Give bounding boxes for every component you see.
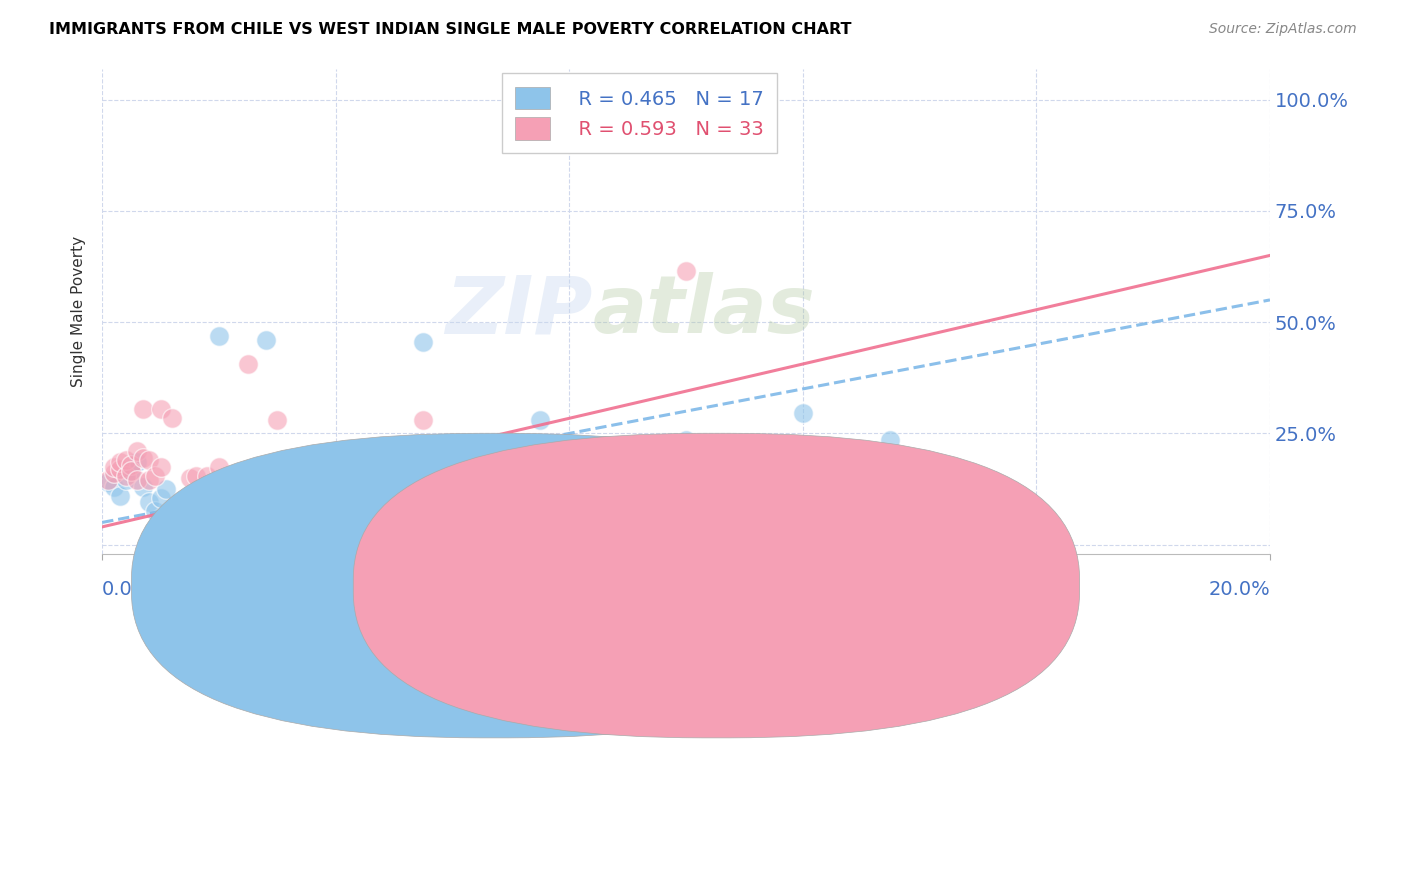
Point: [675, 433, 697, 447]
Point: [127, 444, 149, 458]
Text: Immigrants from Chile: Immigrants from Chile: [451, 580, 652, 599]
Y-axis label: Single Male Poverty: Single Male Poverty: [72, 235, 86, 386]
Text: IMMIGRANTS FROM CHILE VS WEST INDIAN SINGLE MALE POVERTY CORRELATION CHART: IMMIGRANTS FROM CHILE VS WEST INDIAN SIN…: [49, 22, 852, 37]
Point: [114, 468, 136, 483]
Point: [120, 464, 142, 478]
Point: [675, 264, 697, 278]
Point: [103, 480, 125, 494]
Point: [167, 500, 190, 514]
Point: [138, 453, 160, 467]
Text: 20.0%: 20.0%: [1208, 580, 1270, 599]
Point: [529, 413, 551, 427]
Text: Source: ZipAtlas.com: Source: ZipAtlas.com: [1209, 22, 1357, 37]
Point: [155, 482, 177, 496]
Point: [195, 468, 218, 483]
Point: [132, 480, 155, 494]
Point: [792, 406, 814, 420]
Point: [103, 467, 125, 481]
Point: [127, 455, 149, 469]
Point: [149, 459, 172, 474]
Point: [238, 358, 260, 372]
Point: [138, 473, 160, 487]
Point: [120, 464, 142, 478]
Point: [149, 491, 172, 505]
Point: [149, 401, 172, 416]
Point: [179, 471, 201, 485]
Point: [108, 455, 131, 469]
Point: [132, 401, 155, 416]
Text: West Indians: West Indians: [695, 580, 817, 599]
Text: ZIP: ZIP: [446, 272, 593, 350]
Point: [114, 473, 136, 487]
Point: [138, 495, 160, 509]
Point: [114, 453, 136, 467]
Point: [143, 504, 166, 518]
Point: [167, 500, 190, 514]
Point: [108, 489, 131, 503]
FancyBboxPatch shape: [131, 434, 858, 738]
Point: [382, 491, 405, 505]
Point: [879, 433, 901, 447]
Point: [645, 93, 668, 107]
Text: 0.0%: 0.0%: [103, 580, 152, 599]
Point: [616, 464, 638, 478]
Point: [97, 475, 120, 490]
Point: [132, 450, 155, 465]
Point: [704, 440, 727, 454]
Point: [266, 413, 288, 427]
Legend:   R = 0.465   N = 17,   R = 0.593   N = 33: R = 0.465 N = 17, R = 0.593 N = 33: [502, 73, 778, 153]
Point: [208, 459, 231, 474]
Point: [127, 473, 149, 487]
Point: [162, 410, 184, 425]
Point: [208, 328, 231, 343]
Point: [179, 511, 201, 525]
Point: [471, 459, 494, 474]
Text: atlas: atlas: [593, 272, 815, 350]
Point: [120, 458, 142, 472]
FancyBboxPatch shape: [353, 434, 1080, 738]
Point: [103, 459, 125, 474]
Point: [254, 333, 277, 347]
Point: [184, 468, 207, 483]
Point: [412, 413, 434, 427]
Point: [97, 473, 120, 487]
Point: [143, 468, 166, 483]
Point: [616, 437, 638, 451]
Point: [108, 462, 131, 476]
Point: [325, 468, 347, 483]
Point: [412, 335, 434, 350]
